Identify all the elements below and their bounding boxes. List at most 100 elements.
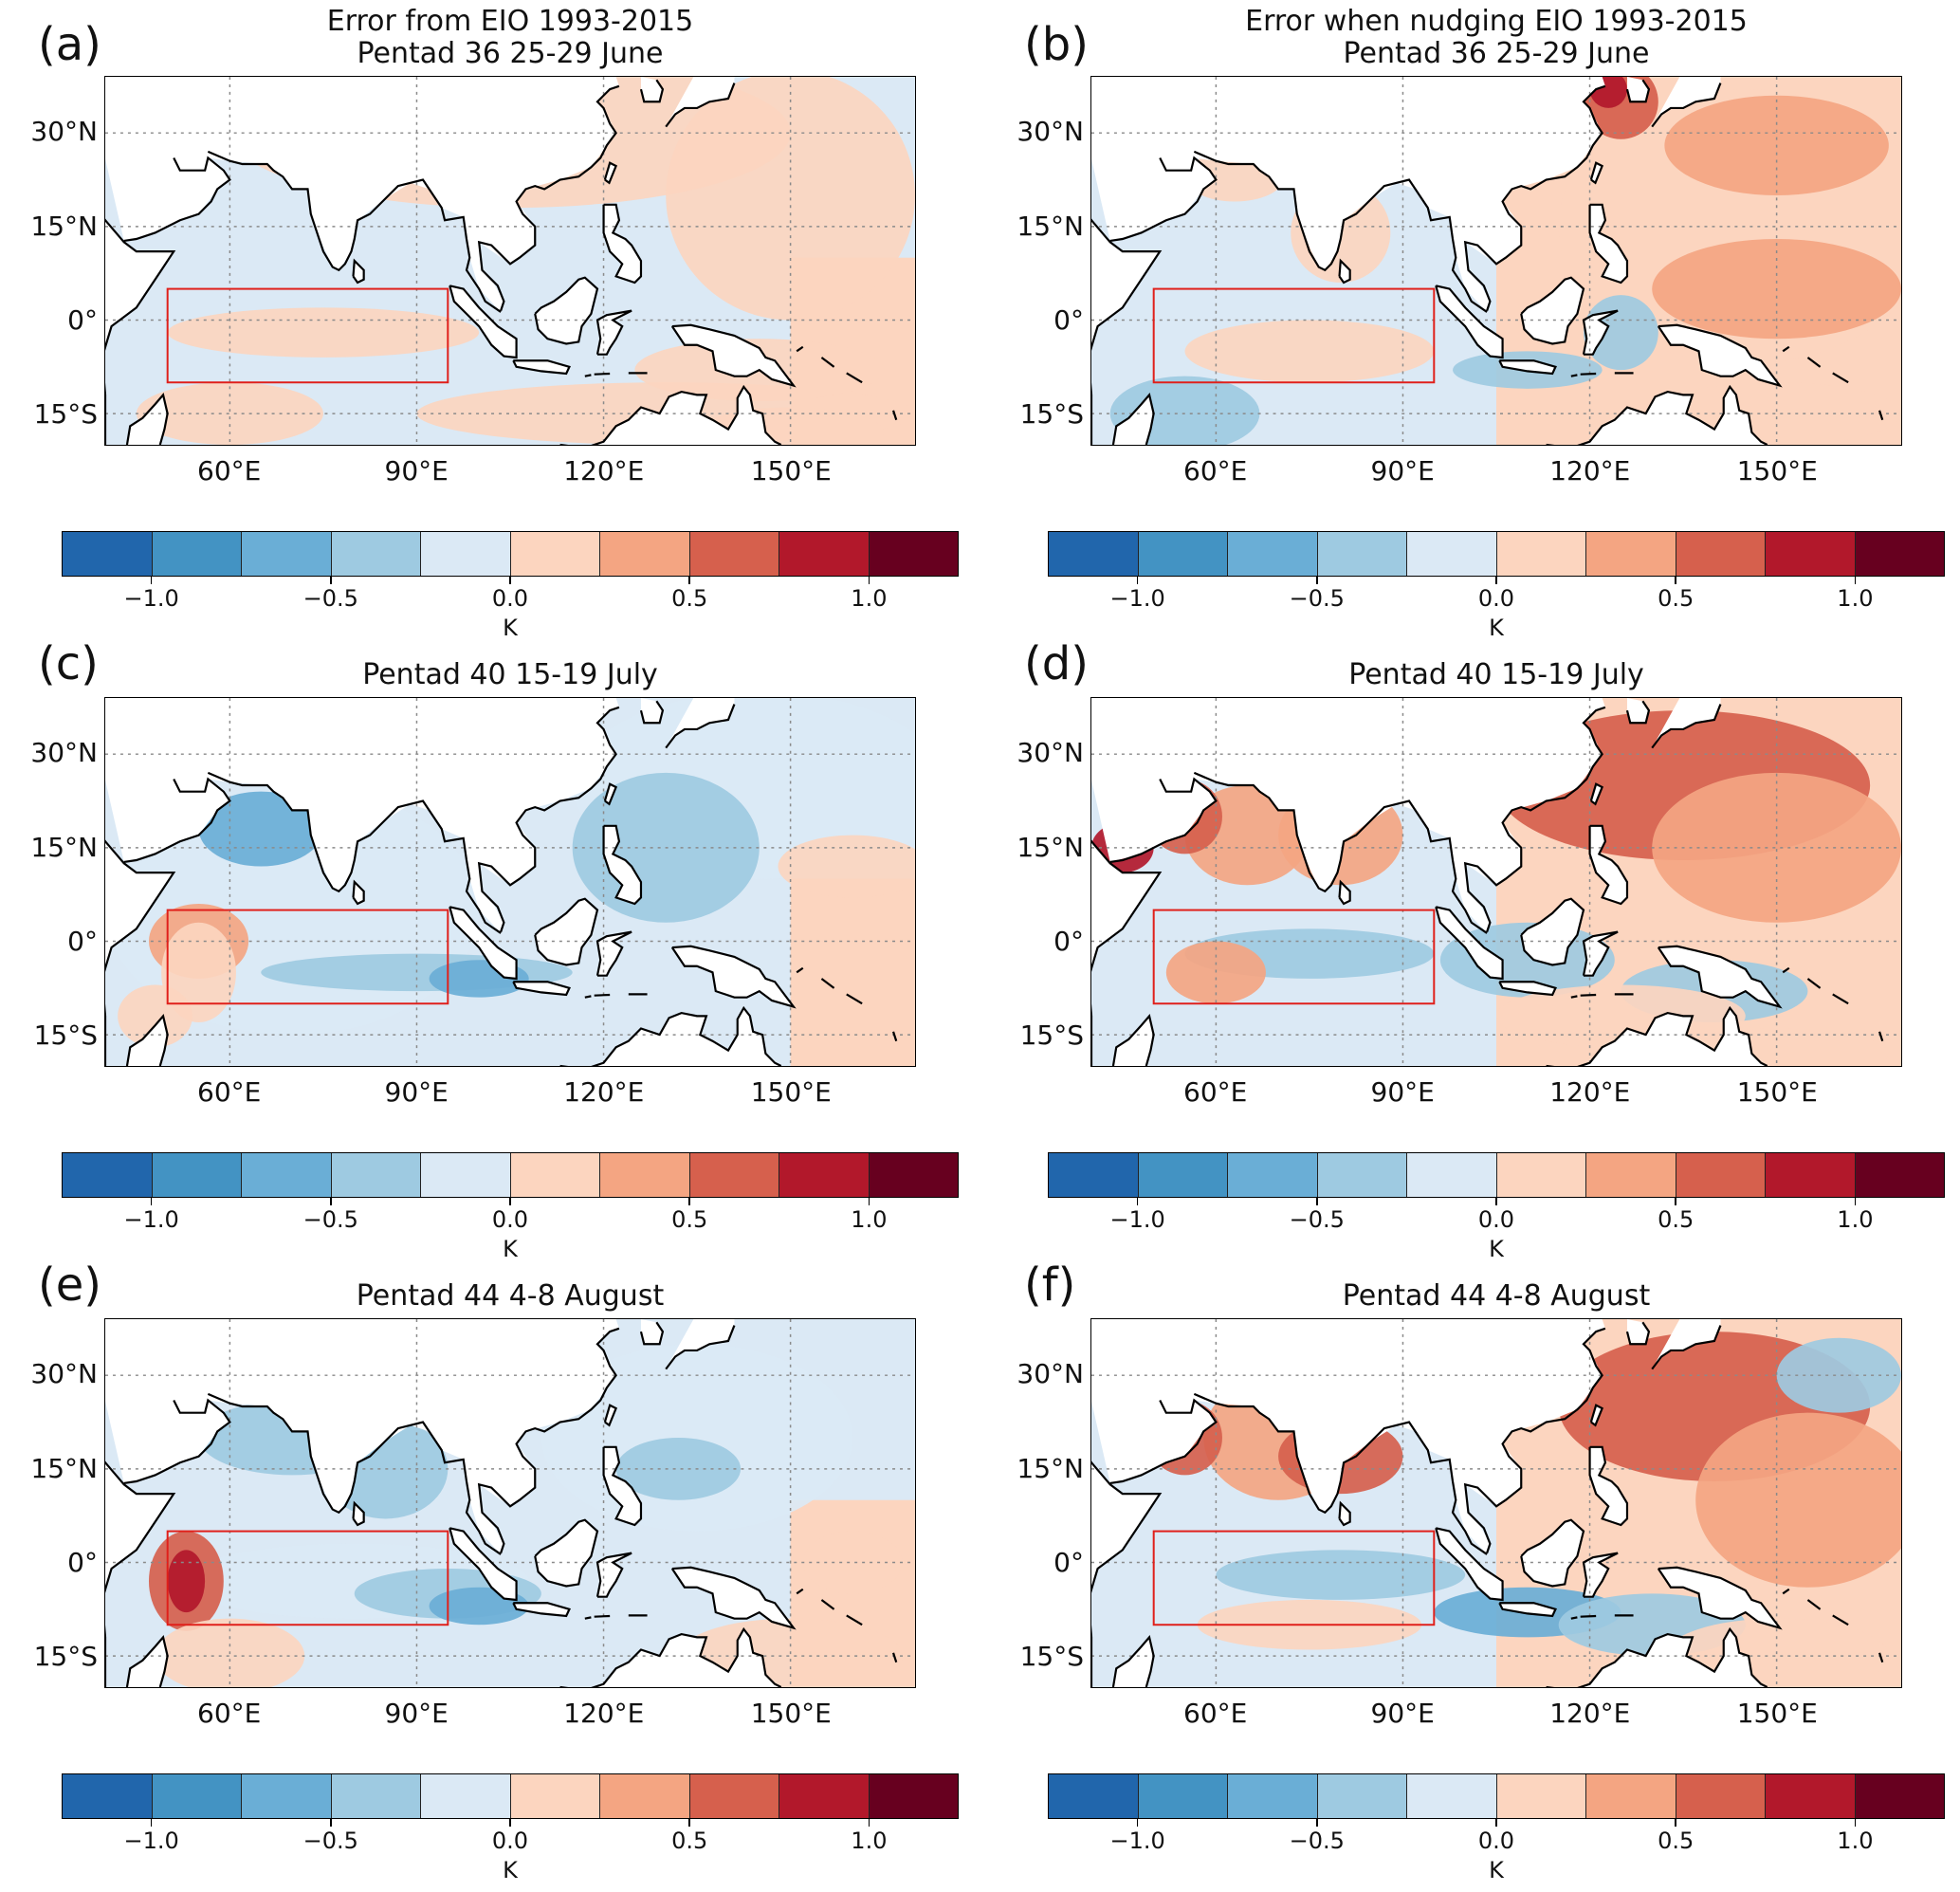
colorbar-unit-label: K [1489,1857,1504,1883]
coastline [846,372,863,384]
coastline [1625,700,1651,725]
colorbar-tick-label: 0.5 [671,585,708,612]
anomaly-region [167,307,480,358]
coastline [595,930,632,977]
title-line-1: Error when nudging EIO 1993-2015 [1245,5,1748,38]
coastline [1580,1614,1597,1618]
land-mask [1112,1637,1154,1687]
colorbar-unit-label: K [503,615,518,641]
land-mask [1546,1007,1768,1066]
colorbar-segment [1049,1153,1139,1197]
anomaly-region [118,984,192,1048]
colorbar-tick-label: 0.0 [491,585,529,612]
anomaly-region [167,1550,206,1613]
lon-tick-label: 150°E [750,1076,832,1108]
lon-tick-label: 150°E [750,1698,832,1729]
lon-tick-label: 60°E [197,1698,262,1729]
land-mask [1652,1319,1721,1369]
coastline [1657,945,1783,1009]
coastline [1588,824,1629,906]
eio-box-region [166,287,449,384]
coastline [123,1398,231,1484]
colorbar-tick-mark [688,577,690,584]
colorbar-segment [421,1774,511,1818]
panel-title: Error from EIO 1993-2015 Pentad 36 25-29 … [104,6,916,70]
colorbar-segment [600,1153,690,1197]
land-mask [1626,698,1649,724]
coastline [559,384,782,445]
land-mask [671,324,794,386]
coastline [820,978,835,989]
colorbar-segment [1676,532,1766,576]
land-mask [640,1319,663,1345]
land-mask [1590,783,1603,804]
colorbar [62,1773,959,1819]
coastline [594,372,611,376]
colorbar-tick-label: −0.5 [302,585,358,612]
coastline [477,84,620,311]
coastline [207,150,502,313]
land-mask [596,310,632,355]
land-mask [666,1319,735,1369]
lat-tick-label: 0° [67,925,98,957]
anomaly-region [136,382,323,445]
coastline [665,1325,736,1370]
coastline [892,1652,898,1663]
coastline [1463,1327,1606,1553]
land-mask [604,162,616,183]
colorbar-segment [63,1774,153,1818]
colorbar-tick-mark [330,1198,332,1205]
coastline [1588,203,1629,285]
coastline [639,1321,665,1346]
title-line-1: Pentad 40 15-19 July [362,658,658,691]
colorbar-segment [152,1774,242,1818]
colorbar-segment [510,1153,600,1197]
land-mask [449,285,517,358]
colorbar-tick-label: −1.0 [123,1828,179,1854]
land-mask [603,825,641,904]
colorbar-tick-label: 1.0 [1837,585,1874,612]
lat-tick-label: 0° [67,1546,98,1578]
coastline [1625,79,1651,103]
colorbar-segment [1228,1153,1318,1197]
lat-tick-label: 15°N [30,1452,98,1484]
coastline [603,161,618,185]
coastline [846,993,863,1005]
lon-tick-label: 150°E [750,455,832,487]
coastline [512,981,571,997]
panel-e: (e) Pentad 44 4-8 August 30°N 15°N 0° 15°S 60°… [0,1242,980,1883]
title-line-1: Pentad 44 4-8 August [356,1279,665,1313]
colorbar-tick-label: −1.0 [1109,1206,1165,1233]
panel-c: (c) Pentad 40 15-19 July 30°N 15°N 0° 15°S 60°… [0,621,980,1262]
coastline [796,1588,804,1595]
colorbar-unit-label: K [1489,615,1504,641]
colorbar-tick-mark [868,577,870,584]
coastline [1832,372,1849,384]
lat-tick-label: 0° [1053,303,1084,336]
coastline [639,79,665,103]
coastline [820,1599,835,1610]
coastline [1091,1460,1163,1687]
colorbar-segment [1049,532,1139,576]
lon-tick-label: 150°E [1736,1076,1818,1108]
coastline [584,995,592,999]
coastline [892,410,898,421]
colorbar-segment [1138,1153,1228,1197]
colorbar-segment [331,532,421,576]
eio-box-region [1152,287,1436,384]
coastline [665,704,736,749]
lat-tick-label: 30°N [1017,737,1084,769]
lat-tick-label: 0° [67,303,98,336]
coastline [1498,359,1557,376]
coastline [665,83,736,128]
coastline [670,945,797,1009]
colorbar-segment [1676,1774,1766,1818]
coastline [1435,285,1504,359]
colorbar-segment [1766,1774,1856,1818]
land-mask [603,204,641,283]
land-mask [353,882,364,904]
colorbar-tick-label: −1.0 [123,585,179,612]
lon-tick-label: 120°E [563,1076,645,1108]
coastline [1520,276,1585,345]
lon-tick-label: 90°E [1370,1076,1435,1108]
